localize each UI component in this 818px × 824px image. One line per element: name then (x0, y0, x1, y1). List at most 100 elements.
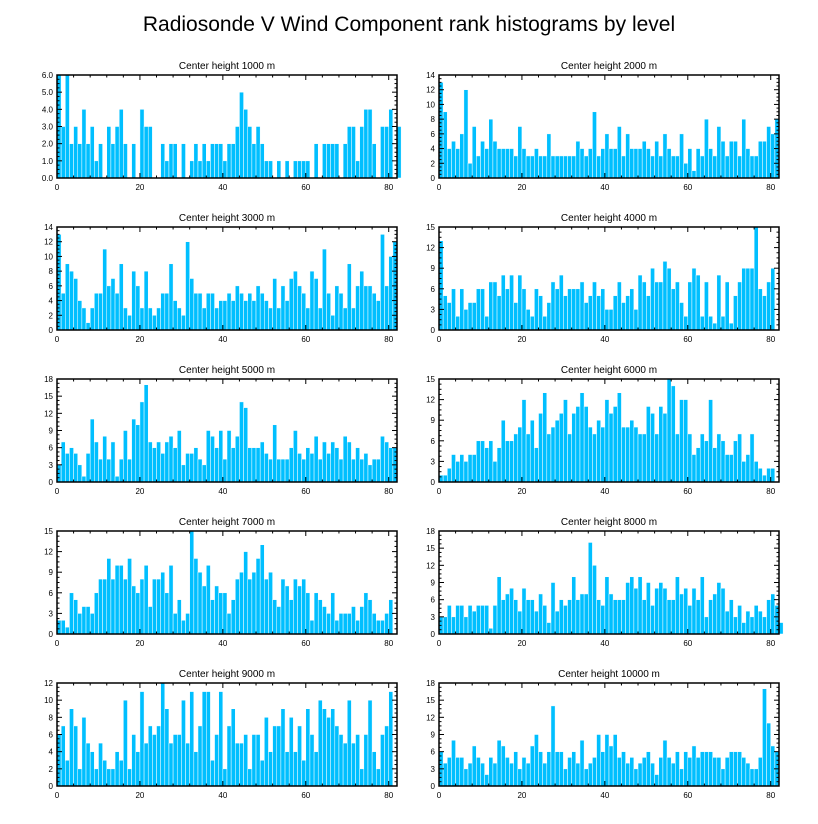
bar (691, 170, 697, 179)
bar (604, 133, 610, 179)
bar (326, 613, 331, 635)
bar (617, 392, 622, 483)
bar (268, 458, 273, 483)
y-tick-label: 3 (431, 457, 436, 466)
bar (654, 281, 660, 331)
bar (359, 270, 365, 331)
bar (704, 751, 709, 787)
bar (317, 458, 323, 483)
bar (330, 592, 336, 635)
bar (567, 757, 572, 787)
panel-title: Center height 9000 m (179, 669, 275, 680)
x-tick-label: 20 (135, 335, 144, 344)
bar (338, 458, 344, 483)
x-tick-label: 0 (437, 335, 442, 344)
x-tick-label: 60 (301, 487, 310, 496)
bar (127, 458, 132, 483)
bar (637, 148, 643, 179)
bar (583, 593, 589, 635)
bar (753, 461, 759, 483)
bar (695, 447, 701, 483)
bar (737, 281, 742, 331)
bar (81, 606, 87, 635)
bar (206, 160, 211, 179)
bar (592, 111, 597, 179)
bar (127, 315, 132, 331)
bar (309, 270, 315, 331)
bar (143, 565, 149, 635)
bar (683, 316, 689, 331)
bar (81, 476, 87, 483)
bar (646, 582, 651, 635)
bar (152, 734, 157, 787)
bar (567, 288, 572, 331)
bar (766, 281, 771, 331)
bar (558, 274, 564, 331)
bar (600, 605, 606, 635)
bar (558, 413, 564, 483)
bar (505, 148, 510, 179)
bar (193, 751, 199, 787)
x-tick-label: 80 (384, 335, 393, 344)
bar-series (438, 378, 776, 483)
bar (749, 155, 755, 179)
bar (156, 441, 161, 483)
bar (297, 285, 302, 331)
x-tick-label: 60 (301, 335, 310, 344)
bar (617, 281, 622, 331)
x-tick-label: 80 (384, 487, 393, 496)
bar (355, 620, 360, 635)
bar-series (438, 688, 780, 787)
bar (608, 309, 614, 331)
bar (65, 626, 70, 635)
bar (646, 148, 651, 179)
bar (492, 461, 498, 483)
bar (625, 582, 630, 635)
x-tick-label: 20 (517, 183, 526, 192)
bar (650, 413, 655, 483)
bar (181, 143, 186, 179)
bar (758, 140, 763, 179)
bar (637, 274, 643, 331)
bar (255, 734, 261, 787)
bar (525, 433, 531, 483)
bar (521, 148, 527, 179)
y-tick-label: 15 (44, 392, 53, 401)
y-tick-label: 5.0 (42, 88, 54, 97)
bar (106, 558, 112, 635)
bar (156, 307, 161, 331)
bar (359, 458, 365, 483)
x-tick-label: 60 (683, 639, 692, 648)
x-tick-label: 80 (766, 183, 775, 192)
bar (60, 126, 66, 179)
bar (563, 399, 568, 483)
bar (288, 717, 294, 787)
bar (284, 300, 290, 331)
bar (284, 458, 290, 483)
bar (525, 309, 531, 331)
bar (359, 126, 365, 179)
x-tick-label: 40 (600, 183, 609, 192)
bar (280, 578, 286, 635)
bar (695, 757, 701, 787)
panel-title: Center height 5000 m (179, 365, 275, 376)
bar (317, 307, 323, 331)
bar (160, 571, 166, 635)
bar (197, 725, 203, 787)
bar (222, 300, 228, 331)
bar (762, 295, 767, 331)
bar (691, 587, 697, 635)
bar (699, 155, 705, 179)
bar (525, 599, 531, 635)
bar (695, 148, 701, 179)
bar (509, 762, 514, 787)
bar (728, 140, 734, 179)
bar (351, 126, 356, 179)
bar (168, 143, 174, 179)
y-tick-label: 9 (431, 731, 436, 740)
bar (683, 587, 689, 635)
bar (480, 288, 485, 331)
bar (579, 148, 585, 179)
bar (380, 234, 385, 331)
bar (604, 309, 610, 331)
